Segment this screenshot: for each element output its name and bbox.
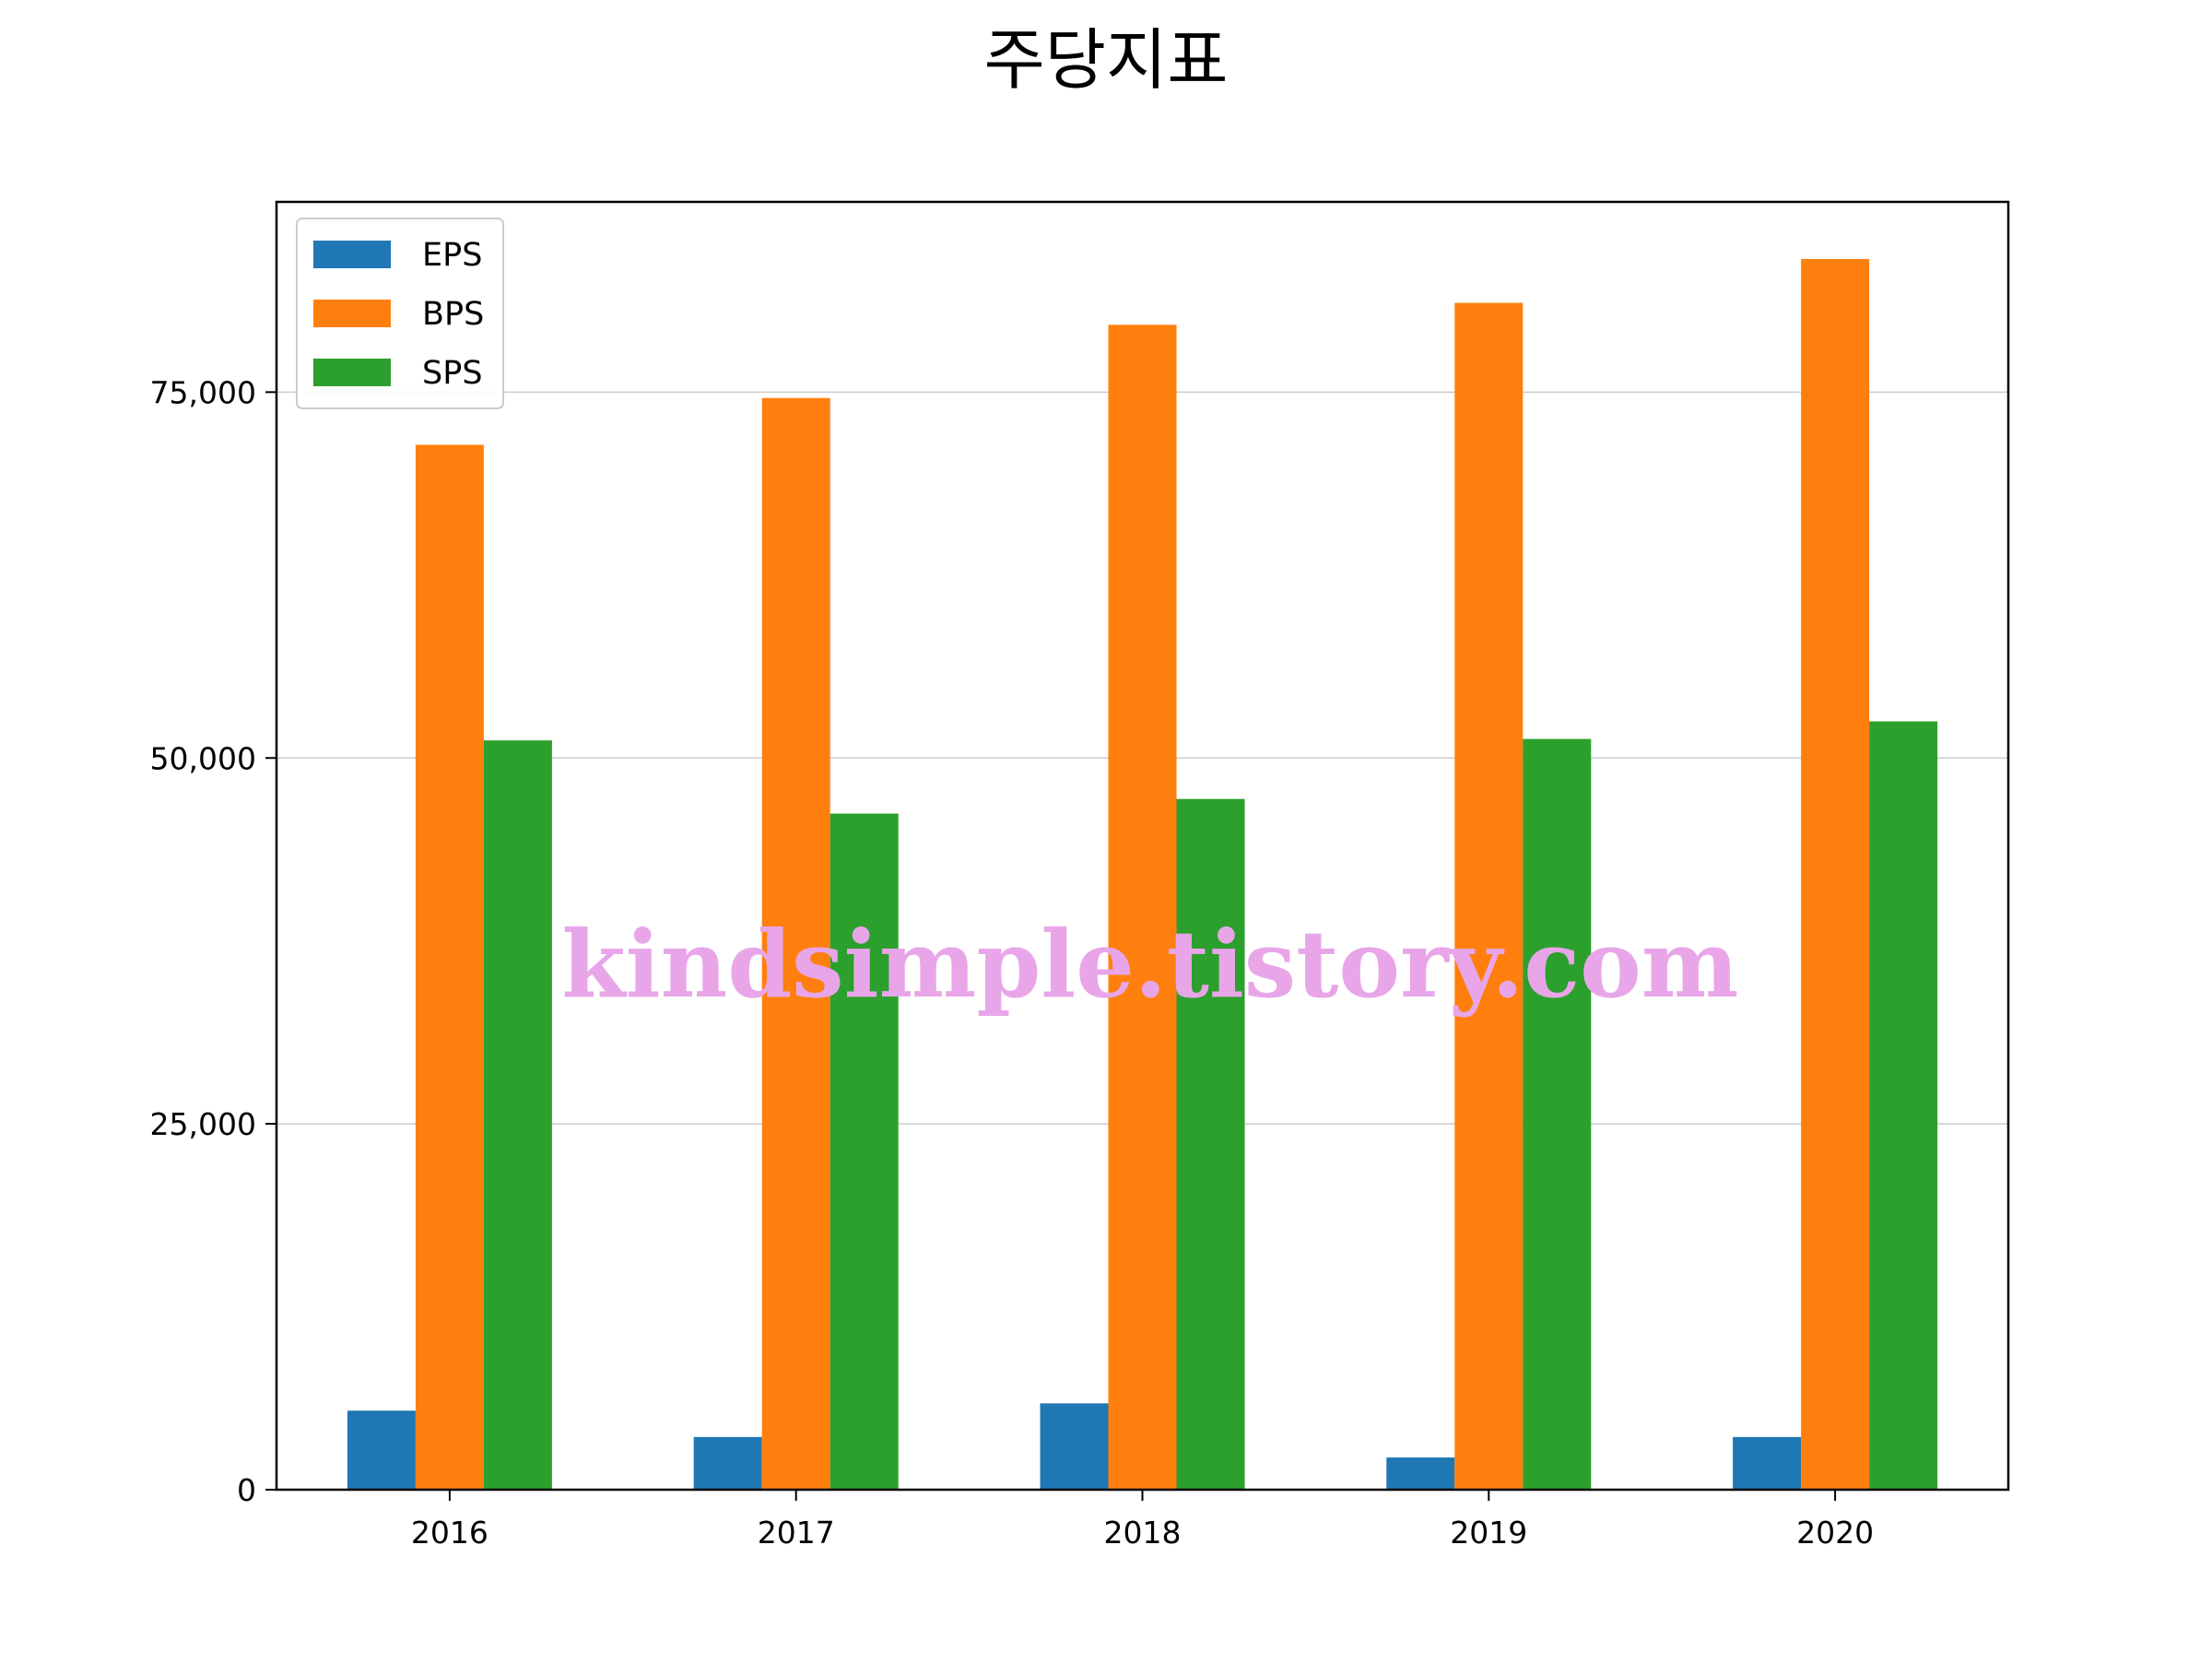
y-tick-label-2: 50,000: [150, 740, 256, 776]
legend-swatch-bps: [313, 300, 391, 327]
bar-sps-2017: [830, 813, 899, 1490]
bar-eps-2020: [1733, 1436, 1802, 1490]
bar-bps-2017: [761, 397, 830, 1491]
y-tick-label-3: 75,000: [150, 374, 256, 410]
bar-eps-2016: [347, 1410, 416, 1490]
x-tick-label-2016: 2016: [411, 1515, 488, 1551]
bar-eps-2017: [693, 1436, 762, 1490]
bar-eps-2018: [1040, 1403, 1109, 1490]
bar-bps-2016: [415, 444, 484, 1490]
bar-sps-2016: [483, 740, 552, 1490]
bar-bps-2020: [1801, 258, 1870, 1491]
bar-sps-2018: [1176, 798, 1245, 1490]
legend-label-eps: EPS: [422, 237, 482, 274]
legend-swatch-eps: [313, 241, 391, 268]
legend: EPS BPS SPS: [296, 218, 504, 409]
bar-bps-2019: [1454, 302, 1524, 1491]
bar-sps-2019: [1523, 738, 1592, 1490]
bar-eps-2019: [1386, 1457, 1455, 1490]
watermark-text: kindsimple.tistory.com: [561, 910, 1738, 1019]
y-tick-label-1: 25,000: [150, 1106, 256, 1142]
legend-label-sps: SPS: [422, 355, 483, 392]
axis-layer: 0 25,000 50,000 75,000 2016 2017 2018 2019 2020: [150, 200, 2010, 1551]
bar-layer: [347, 258, 1938, 1491]
x-tick-label-2020: 2020: [1796, 1515, 1874, 1551]
legend-label-bps: BPS: [422, 296, 484, 333]
x-tick-label-2018: 2018: [1104, 1515, 1182, 1551]
chart-title: 주당지표: [984, 21, 1229, 99]
bar-bps-2018: [1108, 324, 1177, 1491]
y-tick-label-0: 0: [237, 1472, 256, 1508]
x-tick-label-2019: 2019: [1450, 1515, 1527, 1551]
x-tick-label-2017: 2017: [758, 1515, 835, 1551]
legend-swatch-sps: [313, 359, 391, 386]
bar-sps-2020: [1869, 721, 1938, 1490]
